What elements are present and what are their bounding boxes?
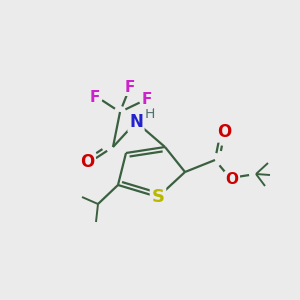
Text: H: H <box>145 107 155 121</box>
Text: F: F <box>125 80 135 94</box>
Text: O: O <box>226 172 238 188</box>
Text: O: O <box>80 153 94 171</box>
Text: N: N <box>129 113 143 131</box>
Text: S: S <box>152 188 164 206</box>
Text: F: F <box>142 92 152 107</box>
Text: O: O <box>217 123 231 141</box>
Text: F: F <box>90 89 100 104</box>
